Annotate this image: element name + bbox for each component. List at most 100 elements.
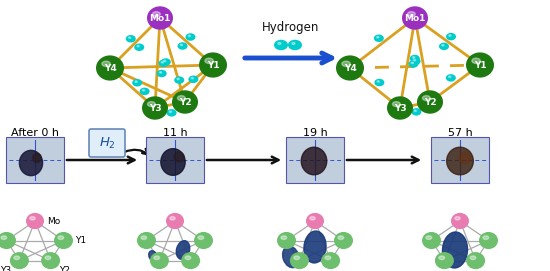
Text: Y3: Y3 [148,104,161,113]
Ellipse shape [470,256,476,260]
Ellipse shape [194,232,213,249]
Ellipse shape [439,256,444,260]
Ellipse shape [336,55,364,80]
Ellipse shape [158,60,168,67]
Ellipse shape [180,44,183,46]
Text: Y2: Y2 [424,98,436,107]
Ellipse shape [96,55,124,80]
Ellipse shape [160,72,162,73]
Text: 11 h: 11 h [163,128,188,138]
Ellipse shape [422,232,441,249]
Ellipse shape [185,256,191,260]
Ellipse shape [417,90,443,114]
Ellipse shape [422,96,430,101]
Ellipse shape [410,55,420,62]
Ellipse shape [375,79,384,86]
Ellipse shape [147,102,155,107]
Text: 57 h: 57 h [448,128,472,138]
Ellipse shape [443,232,467,268]
Ellipse shape [140,88,150,95]
Ellipse shape [0,232,16,249]
Text: Mo1: Mo1 [149,14,170,23]
Ellipse shape [283,246,299,268]
Text: Y3: Y3 [394,104,406,113]
Ellipse shape [134,43,144,51]
Ellipse shape [54,232,73,249]
Ellipse shape [301,147,327,175]
Ellipse shape [310,217,315,220]
Text: Y1: Y1 [75,236,87,245]
Text: Y4: Y4 [103,64,117,73]
Ellipse shape [278,42,281,44]
Ellipse shape [321,252,340,269]
Ellipse shape [172,90,198,114]
Ellipse shape [152,12,160,17]
Ellipse shape [191,78,194,79]
Ellipse shape [414,110,416,111]
Ellipse shape [141,236,147,240]
Text: Y4: Y4 [344,64,356,73]
Ellipse shape [281,236,287,240]
Ellipse shape [177,78,179,80]
Ellipse shape [294,256,300,260]
Ellipse shape [377,36,379,38]
Ellipse shape [181,252,200,269]
Ellipse shape [426,236,432,240]
Ellipse shape [154,256,160,260]
Text: Y2: Y2 [59,266,70,271]
Ellipse shape [102,61,111,66]
Ellipse shape [58,236,64,240]
Ellipse shape [132,79,142,86]
Ellipse shape [414,59,416,61]
Ellipse shape [19,150,42,176]
Ellipse shape [292,42,295,44]
Ellipse shape [288,40,302,50]
Ellipse shape [147,6,173,30]
Ellipse shape [161,58,171,66]
Ellipse shape [142,89,145,91]
Text: Y1: Y1 [207,61,219,70]
Text: After 0 h: After 0 h [11,128,59,138]
Ellipse shape [176,241,190,259]
Ellipse shape [342,61,350,66]
Ellipse shape [277,232,296,249]
Ellipse shape [142,96,168,120]
Ellipse shape [150,252,169,269]
Ellipse shape [174,76,184,84]
Ellipse shape [161,62,163,63]
Ellipse shape [163,60,166,62]
Ellipse shape [161,149,185,175]
Ellipse shape [10,252,29,269]
Text: Mo1: Mo1 [404,14,426,23]
Ellipse shape [446,33,456,40]
Text: Y3: Y3 [0,266,12,271]
Ellipse shape [126,35,136,43]
Ellipse shape [412,57,415,58]
Ellipse shape [479,232,498,249]
Ellipse shape [374,34,384,42]
Ellipse shape [466,52,494,78]
Ellipse shape [129,37,131,38]
Ellipse shape [435,252,454,269]
Ellipse shape [409,60,419,68]
Ellipse shape [41,252,60,269]
Ellipse shape [45,256,51,260]
Text: 19 h: 19 h [302,128,327,138]
Ellipse shape [338,236,344,240]
Ellipse shape [483,236,489,240]
Ellipse shape [167,109,177,117]
Ellipse shape [377,81,379,82]
Ellipse shape [466,252,485,269]
Ellipse shape [1,236,7,240]
FancyBboxPatch shape [431,137,489,183]
Ellipse shape [451,213,469,229]
Ellipse shape [393,102,400,107]
Ellipse shape [455,217,460,220]
Ellipse shape [137,232,156,249]
Ellipse shape [178,96,185,101]
Ellipse shape [472,58,480,63]
Ellipse shape [274,40,288,50]
Ellipse shape [304,231,326,263]
Ellipse shape [449,76,451,78]
Ellipse shape [14,256,20,260]
